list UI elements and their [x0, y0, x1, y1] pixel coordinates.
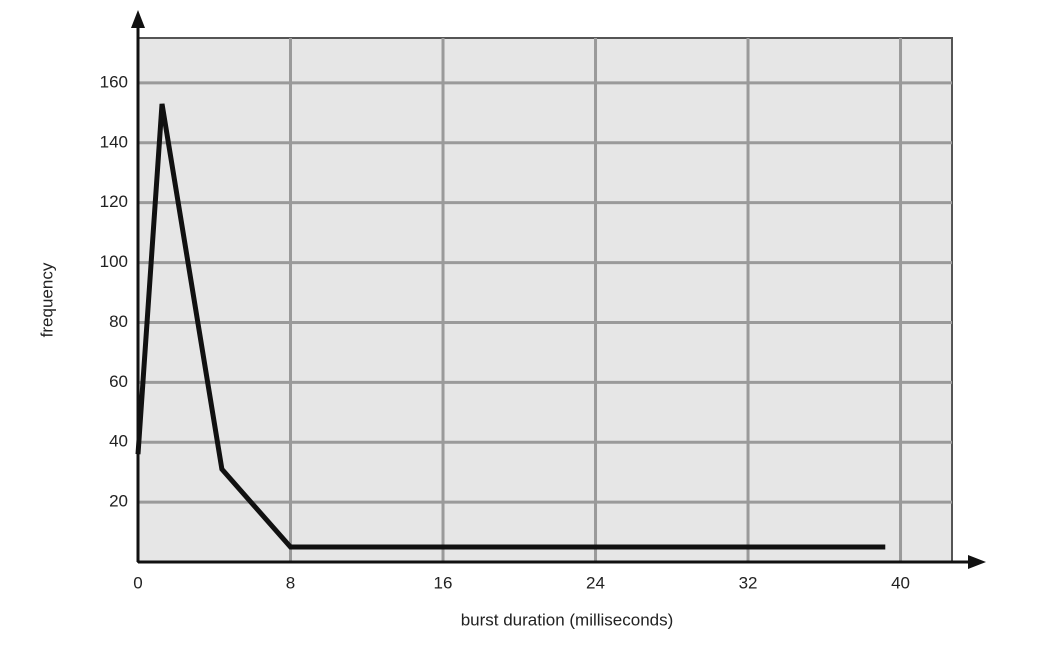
x-axis-label: burst duration (milliseconds)	[461, 610, 674, 629]
x-tick-label: 16	[434, 573, 453, 592]
y-axis-label: frequency	[37, 262, 56, 337]
data-line	[135, 103, 886, 550]
y-tick-label: 100	[100, 252, 128, 271]
y-tick-label: 40	[109, 432, 128, 451]
x-tick-label: 32	[739, 573, 758, 592]
y-tick-label: 60	[109, 372, 128, 391]
x-axis-arrow	[968, 555, 986, 569]
y-tick-label: 20	[109, 492, 128, 511]
x-tick-label: 40	[891, 573, 910, 592]
y-tick-label: 120	[100, 192, 128, 211]
x-tick-label: 8	[286, 573, 295, 592]
y-tick-label: 160	[100, 72, 128, 91]
grid	[136, 38, 952, 562]
plot-area	[137, 37, 953, 563]
x-tick-label: 24	[586, 573, 605, 592]
y-tick-label: 140	[100, 132, 128, 151]
y-tick-label: 80	[109, 312, 128, 331]
x-tick-label: 0	[133, 573, 142, 592]
y-axis-arrow	[131, 10, 145, 28]
